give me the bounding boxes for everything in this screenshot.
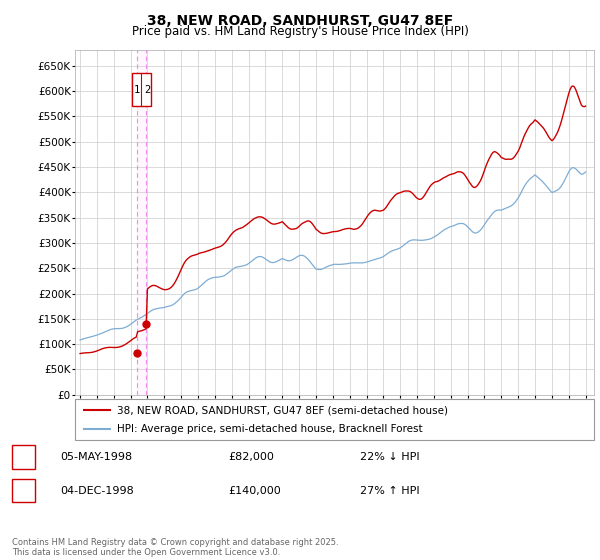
Text: HPI: Average price, semi-detached house, Bracknell Forest: HPI: Average price, semi-detached house,… — [116, 424, 422, 433]
Text: 1: 1 — [20, 452, 27, 462]
Text: £140,000: £140,000 — [228, 486, 281, 496]
Text: 04-DEC-1998: 04-DEC-1998 — [60, 486, 134, 496]
Bar — [137, 50, 146, 395]
Text: 38, NEW ROAD, SANDHURST, GU47 8EF: 38, NEW ROAD, SANDHURST, GU47 8EF — [147, 14, 453, 28]
Bar — [132, 73, 151, 106]
Text: £82,000: £82,000 — [228, 452, 274, 462]
Text: Contains HM Land Registry data © Crown copyright and database right 2025.
This d: Contains HM Land Registry data © Crown c… — [12, 538, 338, 557]
Text: 22% ↓ HPI: 22% ↓ HPI — [360, 452, 419, 462]
Text: 1: 1 — [133, 85, 140, 95]
Text: 38, NEW ROAD, SANDHURST, GU47 8EF (semi-detached house): 38, NEW ROAD, SANDHURST, GU47 8EF (semi-… — [116, 405, 448, 415]
Text: 2: 2 — [144, 85, 150, 95]
FancyBboxPatch shape — [75, 399, 594, 440]
Text: 2: 2 — [20, 486, 27, 496]
Text: 27% ↑ HPI: 27% ↑ HPI — [360, 486, 419, 496]
Text: Price paid vs. HM Land Registry's House Price Index (HPI): Price paid vs. HM Land Registry's House … — [131, 25, 469, 38]
Text: 05-MAY-1998: 05-MAY-1998 — [60, 452, 132, 462]
